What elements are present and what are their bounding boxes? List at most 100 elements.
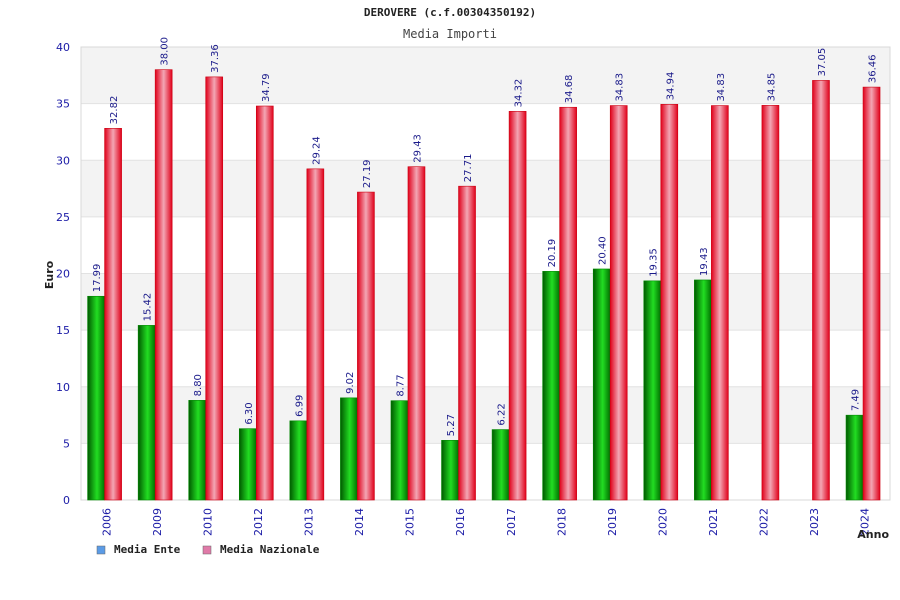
- x-tick-label: 2021: [707, 508, 720, 536]
- x-tick-label: 2014: [353, 508, 366, 536]
- data-label: 37.05: [817, 48, 828, 77]
- data-label: 29.43: [412, 134, 423, 163]
- bar-media-nazionale: [357, 191, 375, 501]
- data-label: 37.36: [210, 44, 221, 73]
- bar-media-nazionale: [711, 105, 729, 501]
- x-tick-label: 2010: [201, 508, 214, 536]
- y-axis: 0 5 10 15 20 25 30 35 40: [56, 41, 70, 507]
- data-label: 19.43: [699, 247, 710, 276]
- data-label: 9.02: [345, 372, 356, 394]
- data-label: 15.42: [143, 293, 154, 322]
- data-labels: 17.99 32.82 15.42 38.00 8.80 37.36 6.30 34.79 6.…: [92, 37, 878, 436]
- data-label: 20.19: [547, 239, 558, 268]
- bar-media-nazionale: [761, 105, 780, 501]
- bar-media-ente: [441, 440, 459, 501]
- bar-media-nazionale: [205, 76, 224, 501]
- legend: Media Ente Media Nazionale: [96, 543, 320, 556]
- bar-media-ente: [188, 400, 207, 501]
- bar-media-nazionale: [458, 185, 476, 501]
- data-label: 29.24: [311, 136, 322, 165]
- bar-media-nazionale: [812, 80, 830, 501]
- bar-media-ente: [643, 280, 662, 501]
- data-label: 6.30: [244, 402, 255, 424]
- y-tick-label: 5: [63, 437, 70, 450]
- y-tick-label: 20: [56, 268, 70, 281]
- y-tick-label: 15: [56, 324, 70, 337]
- y-tick-label: 35: [56, 98, 70, 111]
- data-label: 34.94: [665, 72, 676, 101]
- x-tick-label: 2009: [151, 508, 164, 536]
- data-label: 20.40: [598, 236, 609, 265]
- data-label: 34.83: [716, 73, 727, 102]
- y-tick-label: 0: [63, 494, 70, 507]
- data-label: 27.19: [362, 159, 373, 188]
- bar-media-ente: [340, 397, 358, 501]
- bar-media-ente: [542, 271, 560, 501]
- bar-media-nazionale: [559, 106, 577, 501]
- data-label: 8.77: [395, 374, 406, 396]
- bar-media-ente: [87, 295, 105, 501]
- legend-swatch-media-ente: [96, 545, 106, 555]
- data-label: 7.49: [851, 389, 862, 411]
- bar-media-ente: [592, 268, 611, 501]
- data-label: 6.99: [294, 395, 305, 417]
- bar-media-nazionale: [609, 105, 628, 501]
- legend-label-media-ente: Media Ente: [114, 543, 181, 556]
- bar-media-nazionale: [306, 168, 325, 501]
- x-tick-label: 2015: [404, 508, 417, 536]
- bar-media-nazionale: [862, 86, 881, 501]
- data-label: 8.80: [193, 374, 204, 396]
- data-label: 6.22: [497, 403, 508, 425]
- data-label: 32.82: [109, 96, 120, 125]
- bar-media-nazionale: [660, 104, 679, 501]
- chart-subtitle: Media Importi: [403, 27, 497, 41]
- x-tick-label: 2006: [100, 508, 113, 536]
- y-axis-label: Euro: [43, 260, 56, 289]
- bar-media-nazionale: [154, 69, 173, 501]
- data-label: 5.27: [446, 414, 457, 436]
- data-label: 19.35: [648, 248, 659, 277]
- x-tick-label: 2019: [606, 508, 619, 536]
- x-axis: 2006 2009 2010 2012 2013 2014 2015 2016 2017 2018…: [100, 508, 871, 536]
- data-label: 34.32: [514, 79, 525, 108]
- data-label: 34.85: [766, 73, 777, 102]
- y-tick-label: 10: [56, 381, 70, 394]
- data-label: 36.46: [868, 54, 879, 83]
- plot-border: [80, 46, 891, 501]
- y-tick-label: 40: [56, 41, 70, 54]
- x-tick-label: 2012: [252, 508, 265, 536]
- bar-media-ente: [390, 400, 409, 501]
- bar-media-nazionale: [407, 166, 426, 501]
- x-tick-label: 2024: [859, 508, 872, 536]
- bar-media-ente: [845, 414, 864, 501]
- bar-media-nazionale: [255, 105, 274, 501]
- legend-swatch-media-nazionale: [202, 545, 212, 555]
- legend-label-media-nazionale: Media Nazionale: [220, 543, 320, 556]
- bar-media-ente: [238, 428, 257, 501]
- data-label: 27.71: [463, 154, 474, 183]
- x-tick-label: 2022: [758, 508, 771, 536]
- y-tick-label: 30: [56, 154, 70, 167]
- x-tick-label: 2017: [505, 508, 518, 536]
- data-label: 34.83: [615, 73, 626, 102]
- data-label: 17.99: [92, 264, 103, 293]
- x-tick-label: 2016: [454, 508, 467, 536]
- bar-media-ente: [289, 420, 308, 501]
- bar-media-ente: [694, 279, 712, 501]
- data-label: 38.00: [160, 37, 171, 66]
- bar-media-nazionale: [104, 128, 122, 501]
- x-tick-label: 2018: [555, 508, 568, 536]
- data-label: 34.79: [261, 73, 272, 102]
- data-label: 34.68: [564, 75, 575, 104]
- chart-title: DEROVERE (c.f.00304350192): [364, 6, 536, 19]
- x-tick-label: 2013: [303, 508, 316, 536]
- bar-media-nazionale: [508, 111, 527, 501]
- x-axis-label: Anno: [857, 528, 889, 541]
- bar-media-ente: [137, 325, 156, 501]
- bar-media-ente: [491, 429, 510, 501]
- x-tick-label: 2020: [656, 508, 669, 536]
- y-tick-label: 25: [56, 211, 70, 224]
- x-tick-label: 2023: [808, 508, 821, 536]
- bar-series: [87, 69, 881, 501]
